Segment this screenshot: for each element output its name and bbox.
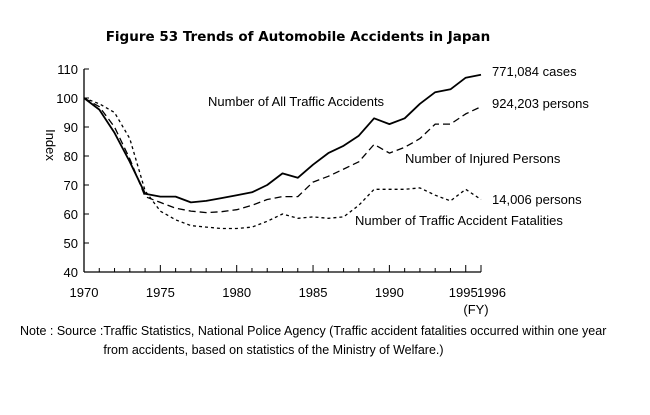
y-tick-label: 100 [56,91,78,106]
y-tick-label: 70 [64,178,78,193]
x-tick-label: 1990 [375,285,404,300]
y-tick-label: 50 [64,236,78,251]
x-tick-label: 1995 [449,285,478,300]
series-line-2 [83,97,482,230]
note-text: Traffic Statistics, National Police Agen… [103,324,607,357]
source-note: Note : Source : Traffic Statistics, Nati… [20,322,630,360]
x-tick-label: 1980 [222,285,251,300]
y-tick-label: 90 [64,120,78,135]
x-tick-label: 1996 [477,285,506,300]
series-name-fatalities: Number of Traffic Accident Fatalities [355,213,563,228]
chart-title: Figure 53 Trends of Automobile Accidents… [106,29,491,45]
series-name-injured: Number of Injured Persons [405,151,561,166]
x-axis-unit: (FY) [463,302,488,317]
series-lines [83,73,482,230]
y-axis-label: Index [43,129,58,161]
end-label-accidents: 771,084 cases [492,64,577,79]
end-label-fatalities: 14,006 persons [492,192,582,207]
end-label-injured: 924,203 persons [492,96,589,111]
y-tick-label: 80 [64,149,78,164]
x-ticks: 1970 1975 1980 1985 1990 1995 1996 [70,265,506,300]
x-tick-label: 1985 [299,285,328,300]
x-tick-label: 1970 [70,285,99,300]
y-tick-label: 40 [64,265,78,280]
x-tick-label: 1975 [146,285,175,300]
y-tick-label: 60 [64,207,78,222]
y-tick-label: 110 [57,62,78,77]
series-name-accidents: Number of All Traffic Accidents [208,94,385,109]
note-label: Note : Source : [20,324,104,338]
trend-chart: Figure 53 Trends of Automobile Accidents… [43,29,589,317]
y-ticks: 40 50 60 70 80 90 100 110 [56,62,89,280]
series-line-0 [83,73,482,204]
